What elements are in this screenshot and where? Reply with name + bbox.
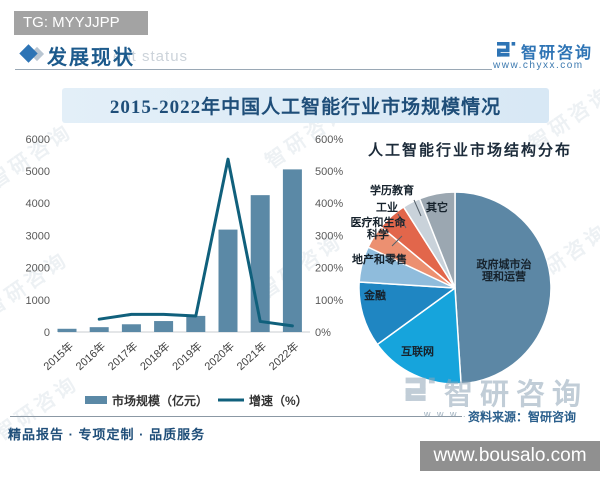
pie-label-medical-lifescience: 医疗和生命科学 (350, 217, 406, 241)
left-axis-tick: 2000 (26, 263, 50, 275)
pie-label-finance: 金融 (364, 290, 386, 302)
header-divider (15, 69, 492, 70)
pie-slice-政府城市治理和运营 (454, 191, 552, 385)
legend-bar-label: 市场规模（亿元） (112, 393, 208, 408)
tg-badge: TG: MYYJJPP (14, 11, 148, 35)
bar-2015年 (57, 328, 77, 332)
x-axis-label: 2019年 (169, 339, 205, 373)
bar-2018年 (154, 321, 174, 332)
x-axis-label: 2016年 (72, 339, 108, 373)
footer-divider (10, 416, 462, 417)
pie-label-industry: 工业 (376, 202, 398, 214)
pie-label-other: 其它 (426, 202, 448, 214)
brand-name: 智研咨询 (521, 45, 594, 62)
pie-chart-title: 人工智能行业市场结构分布 (368, 142, 573, 159)
pie-label-realestate-retail: 地产和零售 (352, 254, 407, 266)
x-axis-label: 2018年 (137, 339, 173, 373)
legend-line-label: 增速（%） (249, 393, 308, 408)
pie-leader-line (391, 235, 403, 247)
right-axis-tick: 0% (315, 327, 331, 339)
growth-line (97, 157, 294, 328)
left-axis-tick: 3000 (26, 230, 50, 242)
left-axis-tick: 5000 (26, 166, 50, 178)
right-axis-tick: 200% (315, 263, 343, 275)
bar-2022年 (282, 169, 302, 332)
right-axis-tick: 500% (315, 166, 343, 178)
chart-title-banner: 2015-2022年中国人工智能行业市场规模情况 (62, 88, 549, 123)
page-title: 发展现状 (47, 47, 135, 69)
bar-2021年 (250, 195, 270, 332)
x-axis-label: 2017年 (105, 339, 141, 373)
pie-label-government: 政府城市治理和运营 (476, 259, 532, 283)
right-axis-tick: 600% (315, 134, 343, 146)
x-axis-label: 2020年 (201, 339, 237, 373)
bar-2019年 (186, 315, 206, 332)
x-axis-label: 2021年 (233, 339, 269, 373)
x-axis-label: 2015年 (40, 339, 76, 373)
market-structure-pie: 政府城市治理和运营 互联网 金融 地产和零售 医疗和生命科学 工业 学历教育 其… (348, 162, 600, 400)
site-overlay-banner[interactable]: www.bousalo.com (420, 441, 600, 471)
right-axis-tick: 100% (315, 295, 343, 307)
brand-logo-icon (497, 42, 516, 57)
brand-logo[interactable]: 智研咨询 (496, 39, 593, 63)
market-size-chart: 0 1000 2000 3000 4000 5000 6000 0% 100% 200% 300% 4… (12, 130, 347, 420)
pie-leader-line (397, 213, 407, 229)
x-axis-label: 2022年 (266, 339, 302, 373)
pie-slice-互联网 (376, 287, 462, 385)
pie-label-education: 学历教育 (370, 185, 414, 197)
footer-slogan: 精品报告 · 专项定制 · 品质服务 (8, 427, 206, 442)
bar-2020年 (218, 229, 238, 332)
brand-url[interactable]: www.chyxx.com (493, 60, 584, 71)
chart-title: 2015-2022年中国人工智能行业市场规模情况 (109, 97, 502, 118)
bar-2017年 (121, 324, 141, 332)
pie-slice-其它 (418, 191, 456, 289)
left-axis-tick: 0 (44, 327, 50, 339)
section-marker (19, 44, 50, 63)
data-source: 资料来源：智研咨询 (468, 410, 577, 424)
header-watermark-text: ent status (113, 48, 189, 65)
watermark-www: w w w . (424, 409, 468, 419)
pie-leader-line (413, 199, 422, 217)
pie-label-internet: 互联网 (401, 346, 434, 358)
right-axis-tick: 400% (315, 198, 343, 210)
pie-slice-金融 (358, 281, 456, 346)
left-axis-tick: 4000 (26, 198, 50, 210)
left-axis-tick: 6000 (26, 134, 50, 146)
left-axis-tick: 1000 (26, 295, 50, 307)
legend-bar-swatch (85, 396, 107, 404)
right-axis-tick: 300% (315, 230, 343, 242)
bar-2016年 (89, 327, 109, 332)
